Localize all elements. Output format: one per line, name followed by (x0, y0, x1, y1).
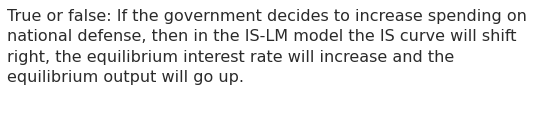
Text: True or false: If the government decides to increase spending on
national defens: True or false: If the government decides… (7, 9, 527, 85)
